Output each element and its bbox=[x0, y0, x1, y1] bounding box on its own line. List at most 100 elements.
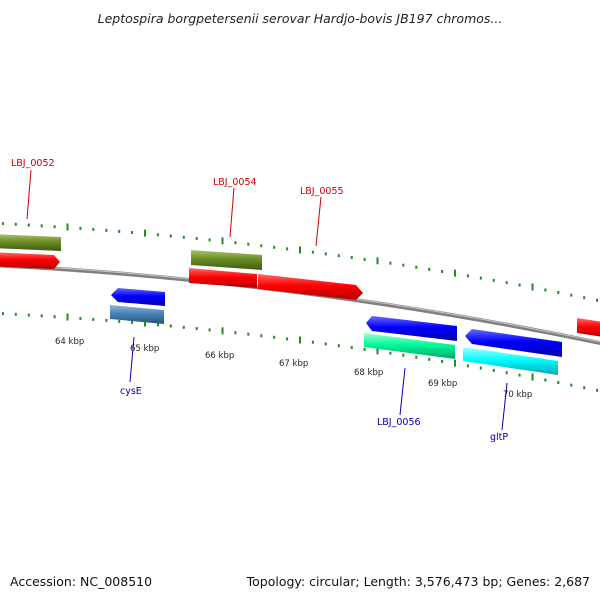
minor-tick bbox=[1, 312, 4, 316]
minor-tick bbox=[596, 298, 599, 302]
minor-tick bbox=[350, 256, 353, 259]
cds-cyse[interactable] bbox=[111, 288, 165, 306]
map-title: Leptospira borgpetersenii serovar Hardjo… bbox=[98, 11, 503, 26]
minor-tick bbox=[169, 324, 172, 328]
major-tick bbox=[144, 319, 146, 327]
minor-tick bbox=[337, 344, 340, 348]
minor-tick bbox=[311, 250, 314, 254]
minor-tick bbox=[182, 235, 185, 239]
minor-tick bbox=[402, 263, 405, 267]
minor-tick bbox=[105, 228, 108, 232]
minor-tick bbox=[118, 229, 121, 233]
minor-tick bbox=[389, 351, 392, 355]
minor-tick bbox=[479, 366, 482, 370]
minor-tick bbox=[286, 247, 289, 251]
genome-summary-text: Topology: circular; Length: 3,576,473 bp… bbox=[246, 574, 590, 589]
minor-tick bbox=[402, 353, 405, 357]
minor-tick bbox=[208, 328, 211, 332]
scale-tick-label: 66 kbp bbox=[205, 351, 234, 361]
backbone-highlight bbox=[0, 264, 600, 343]
minor-tick bbox=[492, 278, 495, 282]
gene-lbj-0052[interactable] bbox=[0, 234, 61, 251]
minor-tick bbox=[544, 378, 547, 382]
minor-tick bbox=[428, 267, 431, 271]
gene-label-cyse[interactable]: cysE bbox=[120, 386, 142, 397]
cds-gltp[interactable] bbox=[465, 329, 562, 357]
minor-tick bbox=[1, 222, 4, 226]
minor-tick bbox=[363, 347, 366, 351]
scale-tick-label: 69 kbp bbox=[428, 379, 457, 389]
leader-cyse bbox=[129, 336, 135, 383]
gene-label-lbj-0052[interactable]: LBJ_0052 bbox=[11, 158, 55, 169]
scale-tick-label: 68 kbp bbox=[354, 368, 383, 378]
minor-tick bbox=[234, 331, 237, 335]
minor-tick bbox=[557, 381, 560, 384]
scale-tick-label: 65 kbp bbox=[130, 344, 159, 354]
cds-lbj-0054[interactable] bbox=[189, 268, 257, 288]
leader-lbj-0055 bbox=[315, 196, 322, 247]
minor-tick bbox=[27, 223, 30, 227]
minor-tick bbox=[350, 346, 353, 349]
cds-lbj-0052[interactable] bbox=[0, 252, 60, 269]
minor-tick bbox=[324, 252, 327, 256]
major-tick bbox=[66, 223, 69, 231]
minor-tick bbox=[415, 265, 418, 269]
minor-tick bbox=[466, 274, 469, 278]
major-tick bbox=[66, 313, 69, 321]
minor-tick bbox=[518, 283, 521, 287]
minor-tick bbox=[182, 325, 185, 329]
leader-gltp bbox=[501, 382, 508, 431]
scale-tick-label: 70 kbp bbox=[503, 390, 532, 400]
minor-tick bbox=[14, 222, 17, 226]
minor-tick bbox=[79, 226, 82, 230]
minor-tick bbox=[92, 227, 95, 231]
minor-tick bbox=[105, 318, 108, 322]
major-tick bbox=[454, 359, 456, 367]
minor-tick bbox=[570, 293, 573, 297]
cds-lbj-0056[interactable] bbox=[366, 316, 457, 341]
minor-tick bbox=[441, 360, 444, 363]
major-tick bbox=[299, 246, 301, 254]
minor-tick bbox=[53, 315, 56, 319]
minor-tick bbox=[492, 368, 495, 372]
minor-tick bbox=[311, 340, 314, 344]
minor-tick bbox=[247, 332, 250, 336]
major-tick bbox=[144, 229, 146, 237]
gene-cyse[interactable] bbox=[110, 305, 164, 324]
minor-tick bbox=[583, 296, 586, 300]
minor-tick bbox=[14, 312, 17, 316]
major-tick bbox=[376, 347, 379, 355]
minor-tick bbox=[479, 276, 482, 280]
minor-tick bbox=[27, 313, 30, 317]
minor-tick bbox=[169, 234, 172, 238]
gene-lbj-0056[interactable] bbox=[364, 333, 455, 359]
major-tick bbox=[299, 336, 301, 344]
minor-tick bbox=[118, 319, 121, 323]
minor-tick bbox=[131, 321, 134, 324]
minor-tick bbox=[518, 373, 521, 377]
gene-gltp[interactable] bbox=[463, 347, 558, 375]
minor-tick bbox=[389, 261, 392, 265]
leader-lbj-0056 bbox=[399, 367, 406, 416]
gene-label-lbj-0056[interactable]: LBJ_0056 bbox=[377, 417, 421, 428]
minor-tick bbox=[156, 233, 159, 237]
minor-tick bbox=[247, 242, 250, 246]
cds-lbj-0055[interactable] bbox=[258, 274, 363, 300]
gene-label-gltp[interactable]: gltP bbox=[490, 432, 508, 443]
minor-tick bbox=[363, 257, 366, 261]
gene-lbj-0054[interactable] bbox=[191, 250, 262, 270]
minor-tick bbox=[557, 291, 560, 294]
minor-tick bbox=[415, 355, 418, 359]
minor-tick bbox=[596, 388, 599, 392]
minor-tick bbox=[260, 244, 263, 248]
minor-tick bbox=[92, 317, 95, 321]
minor-tick bbox=[286, 337, 289, 341]
cds-right-edge[interactable] bbox=[577, 318, 600, 338]
gene-label-lbj-0054[interactable]: LBJ_0054 bbox=[213, 177, 257, 188]
leader-lbj-0052 bbox=[26, 169, 32, 220]
gene-label-lbj-0055[interactable]: LBJ_0055 bbox=[300, 186, 344, 197]
minor-tick bbox=[234, 241, 237, 245]
accession-text: Accession: NC_008510 bbox=[10, 574, 153, 589]
minor-tick bbox=[79, 316, 82, 320]
